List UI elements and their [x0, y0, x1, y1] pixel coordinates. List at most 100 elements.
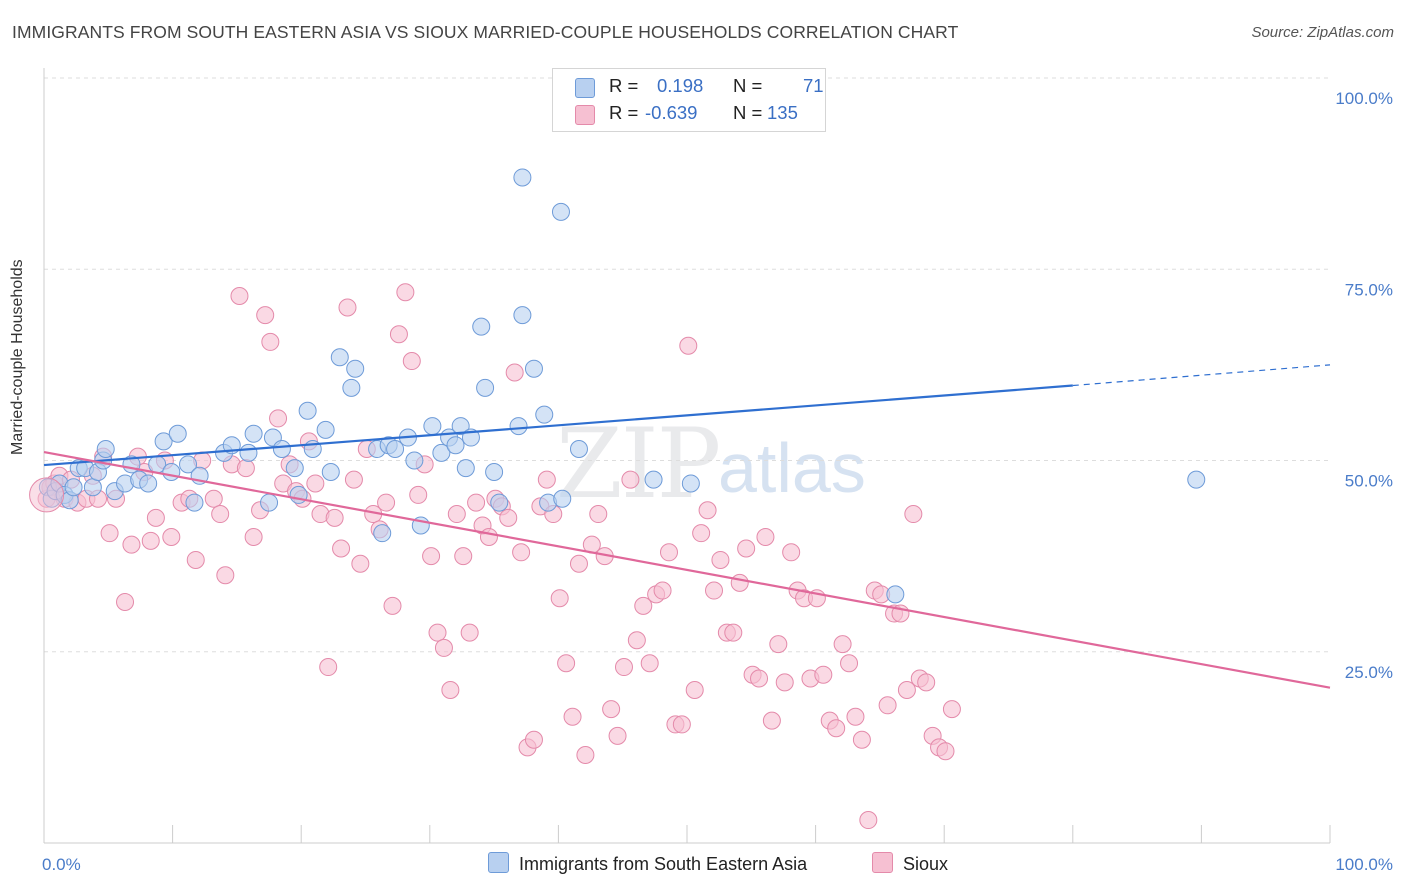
point-sioux: [389, 325, 408, 344]
y-tick-label: 50.0%: [1345, 472, 1393, 491]
point-sioux: [692, 524, 711, 543]
point-southeast-asia: [386, 440, 405, 459]
point-sioux: [351, 554, 370, 573]
point-sioux: [146, 508, 165, 527]
point-sioux: [537, 470, 556, 489]
point-southeast-asia: [162, 462, 181, 481]
watermark-zip: ZIP: [556, 408, 721, 520]
watermark-atlas: atlas: [718, 429, 866, 507]
point-sioux: [244, 528, 263, 546]
point-sioux: [524, 730, 543, 749]
x-tick-label: 100.0%: [1335, 855, 1393, 874]
point-southeast-asia: [432, 443, 451, 462]
point-sioux: [141, 531, 160, 550]
point-sioux: [460, 623, 479, 642]
trend-line-sioux: [43, 451, 1331, 689]
point-sioux: [698, 501, 717, 520]
point-sioux: [827, 719, 846, 738]
point-sioux: [762, 711, 781, 730]
point-southeast-asia: [423, 417, 442, 436]
point-southeast-asia: [476, 378, 495, 397]
point-sioux: [230, 287, 249, 306]
legend-n-label: N =: [733, 75, 763, 96]
bottom-legend-swatch-pink: [872, 852, 893, 873]
point-southeast-asia: [451, 417, 470, 436]
point-sioux: [422, 547, 441, 566]
point-sioux: [659, 543, 678, 562]
point-sioux: [409, 485, 428, 504]
point-southeast-asia: [886, 585, 905, 604]
point-sioux: [236, 459, 255, 478]
point-sioux: [904, 505, 923, 524]
point-southeast-asia: [569, 440, 588, 459]
point-southeast-asia: [490, 493, 509, 512]
point-southeast-asia: [321, 462, 340, 481]
point-sioux: [840, 654, 859, 673]
point-sioux: [122, 535, 141, 554]
point-sioux: [454, 547, 473, 566]
point-southeast-asia: [96, 440, 115, 459]
point-southeast-asia: [342, 378, 361, 397]
point-sioux: [852, 730, 871, 749]
correlation-legend: R = 0.198 N = 71 R = -0.639 N = 135: [552, 68, 826, 132]
point-sioux: [557, 654, 576, 673]
point-sioux: [653, 581, 672, 600]
bottom-legend-label-a: Immigrants from South Eastern Asia: [519, 854, 808, 874]
point-southeast-asia: [272, 440, 291, 459]
point-sioux: [621, 470, 640, 489]
point-southeast-asia: [681, 474, 700, 493]
point-sioux: [344, 470, 363, 489]
point-southeast-asia: [485, 462, 504, 481]
point-southeast-asia: [535, 405, 554, 424]
point-southeast-asia: [456, 459, 475, 478]
point-sioux: [614, 658, 633, 677]
bottom-legend-series-b: Sioux: [872, 852, 948, 875]
point-sioux: [756, 528, 775, 546]
point-sioux: [576, 746, 595, 765]
point-sioux: [505, 363, 524, 382]
y-tick-label: 75.0%: [1345, 280, 1393, 299]
point-sioux: [325, 508, 344, 527]
point-sioux: [338, 298, 357, 317]
point-sioux: [814, 665, 833, 684]
point-sioux: [402, 352, 421, 371]
point-sioux: [846, 707, 865, 726]
point-sioux: [216, 566, 235, 585]
x-tick-label: 0.0%: [42, 855, 81, 874]
point-sioux: [434, 638, 453, 657]
point-sioux: [833, 635, 852, 654]
legend-n-label: N =: [733, 102, 763, 123]
point-sioux: [589, 505, 608, 524]
point-sioux: [550, 589, 569, 608]
point-sioux: [447, 505, 466, 524]
chart-title: IMMIGRANTS FROM SOUTH EASTERN ASIA VS SI…: [12, 22, 959, 42]
point-sioux: [319, 658, 338, 677]
y-axis-label: Married-couple Households: [9, 259, 26, 455]
y-tick-label: 100.0%: [1335, 89, 1393, 108]
legend-r-value: -0.639: [645, 102, 698, 123]
point-sioux: [441, 681, 460, 699]
point-sioux: [383, 596, 402, 615]
point-southeast-asia: [405, 451, 424, 470]
point-southeast-asia: [472, 317, 491, 336]
legend-swatch-blue: [575, 78, 595, 98]
legend-swatch-pink: [575, 105, 595, 125]
point-sioux: [332, 539, 351, 558]
point-sioux: [211, 505, 230, 524]
point-southeast-asia: [298, 401, 317, 420]
point-sioux: [730, 573, 749, 592]
point-sioux: [162, 528, 181, 546]
point-sioux: [269, 409, 288, 428]
point-southeast-asia: [513, 306, 532, 325]
bottom-legend-swatch-blue: [488, 852, 509, 873]
point-sioux: [467, 493, 486, 512]
point-southeast-asia: [1187, 470, 1206, 489]
point-southeast-asia: [316, 420, 335, 439]
point-southeast-asia: [139, 474, 158, 493]
point-sioux: [775, 673, 794, 692]
point-southeast-asia: [346, 359, 365, 378]
point-sioux: [261, 332, 280, 351]
point-southeast-asia: [373, 524, 392, 543]
point-southeast-asia: [524, 359, 543, 378]
